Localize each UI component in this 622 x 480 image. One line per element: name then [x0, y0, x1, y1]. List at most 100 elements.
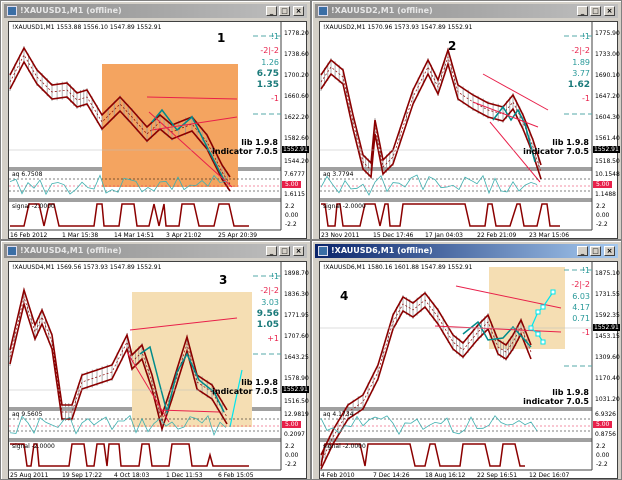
- price-tick: 1771.95: [284, 312, 309, 319]
- highlight-zone: [132, 292, 252, 427]
- chart-header-ohlc: !XAUUSD6,M1 1580.16 1601.88 1547.89 1552…: [323, 264, 473, 271]
- aq-label: aq 9.5605: [12, 411, 43, 418]
- level-label: 1.05: [256, 320, 279, 330]
- close-button[interactable]: ×: [604, 6, 615, 16]
- minimize-button[interactable]: _: [577, 6, 588, 16]
- chart-area[interactable]: !XAUUSD6,M1 1580.16 1601.88 1547.89 1552…: [319, 261, 620, 479]
- signal-tick: 2.2: [596, 203, 606, 210]
- time-tick: 22 Sep 16:51: [477, 472, 518, 479]
- lib-version: lib 1.9.8: [241, 138, 278, 147]
- aq-line: [9, 174, 227, 196]
- level-label: !1: [581, 32, 590, 41]
- minimize-button[interactable]: _: [266, 246, 277, 256]
- aq-label: aq 4.1734: [323, 411, 354, 418]
- close-button[interactable]: ×: [604, 246, 615, 256]
- minimize-button[interactable]: _: [577, 246, 588, 256]
- aq-bottom-value: 0.8756: [595, 431, 616, 438]
- maximize-button[interactable]: □: [279, 6, 290, 16]
- maximize-button[interactable]: □: [590, 6, 601, 16]
- aq-label: aq 6.7508: [12, 171, 43, 178]
- level-label: -1: [582, 328, 590, 337]
- aq-mid-value: 5.00: [593, 181, 613, 188]
- lib-version: lib 1.9.8: [552, 138, 589, 147]
- title-bar[interactable]: !XAUUSD6,M1 (offline) _ □ ×: [315, 244, 618, 258]
- signal-tick: 0.00: [596, 452, 610, 459]
- minimize-button[interactable]: _: [266, 6, 277, 16]
- time-tick: 25 Apr 20:39: [218, 232, 258, 239]
- level-label: -2|-2: [571, 46, 590, 55]
- level-label: !1: [270, 272, 279, 281]
- chart-canvas: [320, 262, 593, 471]
- price-tick: 1622.20: [284, 114, 309, 121]
- aq-top-value: 7.6777: [284, 171, 305, 178]
- chart-window-4[interactable]: !XAUUSD6,M1 (offline) _ □ × !XAUUSD6,M1 1580…: [311, 240, 622, 480]
- trend-line: [158, 409, 220, 413]
- chart-header-ohlc: !XAUUSD4,M1 1569.56 1573.93 1547.89 1552…: [12, 264, 162, 271]
- price-tick: 1707.60: [284, 333, 309, 340]
- chart-window-1[interactable]: !XAUUSD1,M1 (offline) _ □ × !XAUUSD1,M1 1553…: [0, 0, 311, 240]
- chart-window-2[interactable]: !XAUUSD2,M1 (offline) _ □ × !XAUUSD2,M1 1570…: [311, 0, 622, 240]
- price-tick: 1516.50: [284, 398, 309, 405]
- title-bar[interactable]: !XAUUSD1,M1 (offline) _ □ ×: [4, 4, 307, 18]
- chart-canvas: [9, 22, 282, 231]
- time-tick: 22 Feb 21:09: [477, 232, 517, 239]
- level-label: -1: [582, 94, 590, 103]
- level-label: 1.89: [572, 58, 590, 67]
- current-price-badge: 1552.91: [282, 386, 309, 393]
- chart-area[interactable]: !XAUUSD2,M1 1570.96 1573.93 1547.89 1552…: [319, 21, 620, 239]
- level-label: 4.17: [572, 303, 590, 312]
- upper-band-line: [320, 47, 542, 166]
- close-button[interactable]: ×: [293, 246, 304, 256]
- close-button[interactable]: ×: [293, 6, 304, 16]
- aq-bottom-value: 1.6115: [284, 191, 305, 198]
- time-tick: 12 Dec 16:07: [529, 472, 570, 479]
- level-label: -2|-2: [260, 46, 279, 55]
- lower-band-line: [320, 61, 542, 180]
- time-tick: 15 Dec 17:46: [373, 232, 414, 239]
- maximize-button[interactable]: □: [279, 246, 290, 256]
- teal-wave-line: [492, 105, 536, 163]
- price-tick: 1731.55: [595, 291, 620, 298]
- time-tick: 1 Mar 15:38: [62, 232, 99, 239]
- lower-band-line: [9, 60, 231, 192]
- chart-number-label: 2: [448, 39, 457, 53]
- aq-label: aq 3.7794: [323, 171, 354, 178]
- projection-point: [540, 304, 546, 310]
- projection-point: [535, 331, 541, 337]
- price-tick: 1592.35: [595, 312, 620, 319]
- signal-label: signal -2.0000: [12, 443, 55, 450]
- projection-line: [229, 369, 243, 428]
- level-label: 1.35: [256, 80, 279, 90]
- maximize-button[interactable]: □: [590, 246, 601, 256]
- chart-window-3[interactable]: !XAUUSD4,M1 (offline) _ □ × !XAUUSD4,M1 1569…: [0, 240, 311, 480]
- time-tick: 4 Oct 18:03: [114, 472, 150, 479]
- price-tick: 1309.60: [595, 354, 620, 361]
- price-tick: 1700.20: [284, 72, 309, 79]
- level-label: 3.03: [261, 298, 279, 307]
- window-title: !XAUUSD1,M1 (offline): [20, 6, 122, 15]
- window-title: !XAUUSD6,M1 (offline): [331, 246, 433, 255]
- time-tick: 14 Mar 14:51: [114, 232, 155, 239]
- signal-tick: 2.2: [285, 203, 295, 210]
- title-bar[interactable]: !XAUUSD4,M1 (offline) _ □ ×: [4, 244, 307, 258]
- time-tick: 6 Feb 15:05: [218, 472, 254, 479]
- trend-line: [489, 121, 541, 183]
- chart-area[interactable]: !XAUUSD1,M1 1553.88 1556.10 1547.89 1552…: [8, 21, 309, 239]
- signal-tick: 2.2: [596, 443, 606, 450]
- level-label: -2|-2: [571, 280, 590, 289]
- chart-area[interactable]: !XAUUSD4,M1 1569.56 1573.93 1547.89 1552…: [8, 261, 309, 479]
- level-label: 1.26: [261, 58, 279, 67]
- chart-window-icon: [318, 6, 328, 16]
- trend-line: [482, 73, 549, 111]
- price-tick: 1643.25: [284, 354, 309, 361]
- price-tick: 1518.50: [595, 158, 620, 165]
- title-bar[interactable]: !XAUUSD2,M1 (offline) _ □ ×: [315, 4, 618, 18]
- projection-point: [540, 339, 546, 345]
- price-tick: 1578.90: [284, 375, 309, 382]
- aq-line: [9, 414, 227, 437]
- trend-line: [455, 285, 562, 309]
- signal-tick: -2.2: [285, 461, 297, 468]
- teal-wave-line: [139, 345, 225, 415]
- trend-line: [472, 101, 539, 128]
- price-tick: 1898.70: [284, 270, 309, 277]
